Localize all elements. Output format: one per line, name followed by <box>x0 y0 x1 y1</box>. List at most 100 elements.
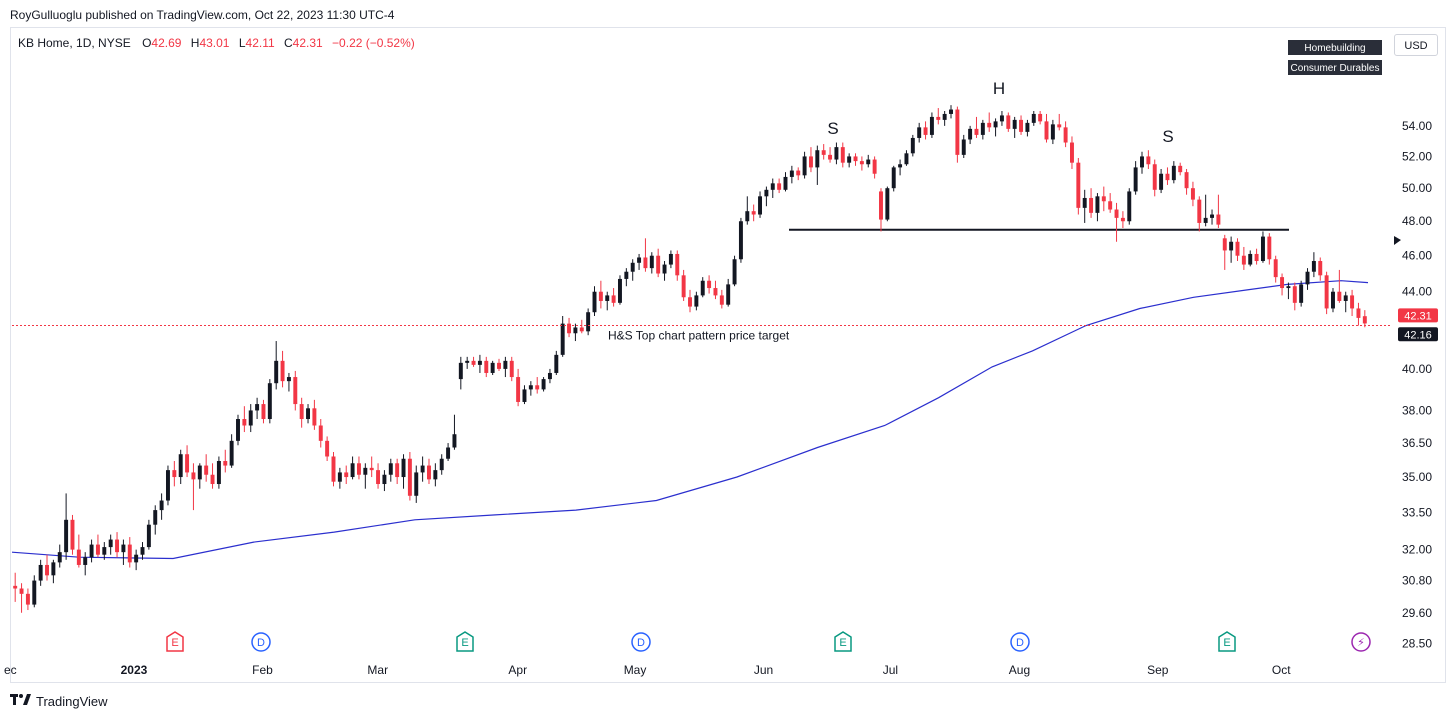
candle <box>605 291 610 311</box>
candle <box>25 588 30 611</box>
candle-body <box>1350 295 1355 309</box>
candle-body <box>777 183 782 190</box>
candle-body <box>267 383 272 420</box>
candle-body <box>204 465 209 475</box>
candle <box>1019 115 1024 135</box>
tag-consumer-durables[interactable]: Consumer Durables <box>1287 59 1383 76</box>
candle-body <box>554 354 559 373</box>
change-value: −0.22 (−0.52%) <box>332 36 415 50</box>
candle <box>910 134 915 157</box>
candle-body <box>694 295 699 307</box>
symbol-label[interactable]: KB Home, 1D, NYSE <box>18 36 131 50</box>
candle-body <box>923 127 928 135</box>
candle <box>993 118 998 137</box>
y-tick-label: 46.00 <box>1402 249 1432 263</box>
candle <box>497 358 501 371</box>
candle <box>1063 121 1068 148</box>
candle <box>153 505 158 535</box>
candle <box>828 147 833 163</box>
candle <box>178 449 183 485</box>
candle <box>344 465 349 485</box>
candle <box>388 458 393 482</box>
candle <box>407 451 412 501</box>
candle-body <box>1331 291 1335 309</box>
candle <box>1203 194 1208 227</box>
candle-body <box>89 544 94 558</box>
candle-body <box>808 156 813 168</box>
candle <box>350 456 355 480</box>
high-label: H <box>190 36 200 50</box>
candle <box>821 144 826 160</box>
event-marker-D[interactable]: D <box>1010 632 1030 652</box>
candle-body <box>1063 127 1068 143</box>
event-marker-flash[interactable]: ⚡ <box>1351 632 1371 652</box>
candle <box>541 377 546 392</box>
candle <box>134 549 139 571</box>
event-marker-E[interactable]: E <box>166 631 184 652</box>
candle <box>115 532 120 558</box>
low-label: L <box>238 36 246 50</box>
candle <box>267 379 272 424</box>
candle-body <box>452 434 457 448</box>
scroll-right-icon[interactable] <box>1394 236 1401 245</box>
candle <box>726 278 731 307</box>
candle-body <box>592 291 597 313</box>
candle-body <box>961 139 966 155</box>
candle-body <box>796 170 801 176</box>
event-marker-E[interactable]: E <box>1218 631 1236 652</box>
candle-body <box>815 150 820 168</box>
candle-body <box>936 116 941 120</box>
candle <box>535 377 540 394</box>
candle <box>707 275 712 294</box>
other-price-badge <box>1398 327 1438 342</box>
candle-body <box>191 472 196 480</box>
tag-homebuilding[interactable]: Homebuilding <box>1287 39 1383 56</box>
candle <box>1299 280 1304 307</box>
event-marker-E[interactable]: E <box>834 631 852 652</box>
candle <box>567 317 572 338</box>
candle <box>923 121 928 140</box>
candle <box>834 142 839 165</box>
tradingview-logo[interactable]: TradingView <box>10 694 108 709</box>
y-tick-label: 29.60 <box>1402 606 1432 620</box>
candle <box>45 554 49 581</box>
candle <box>968 125 973 145</box>
candle-body <box>1178 165 1183 173</box>
candle-body <box>879 191 883 220</box>
candle-body <box>134 554 139 563</box>
candle <box>337 467 342 489</box>
candle-body <box>427 465 431 480</box>
y-tick-label: 30.80 <box>1402 574 1432 588</box>
candle <box>1114 202 1119 242</box>
candle <box>732 255 737 287</box>
candle-body <box>1241 255 1246 265</box>
candle <box>1069 136 1074 169</box>
event-marker-E[interactable]: E <box>456 631 474 652</box>
candle-body <box>331 456 336 482</box>
candle-body <box>465 360 470 363</box>
candle-body <box>1171 165 1176 181</box>
candle <box>1210 209 1215 225</box>
candle <box>57 544 62 568</box>
x-tick-label: Mar <box>367 663 388 677</box>
candle-body <box>70 519 75 550</box>
event-marker-D[interactable]: D <box>631 632 651 652</box>
candle-body <box>719 295 724 305</box>
currency-button[interactable]: USD <box>1394 34 1438 56</box>
candle <box>490 360 495 376</box>
candle <box>751 204 756 222</box>
event-marker-D[interactable]: D <box>251 632 271 652</box>
candle-body <box>95 544 100 555</box>
candle-body <box>420 465 425 473</box>
candle-body <box>713 288 718 296</box>
candle-body <box>446 447 451 459</box>
candle-body <box>178 454 183 478</box>
event-circle <box>1351 632 1371 652</box>
candle-body <box>274 360 279 384</box>
candle-body <box>458 362 463 380</box>
candle-body <box>789 170 794 177</box>
candle-body <box>376 470 381 485</box>
candle-body <box>1050 124 1055 140</box>
event-label: D <box>257 637 265 649</box>
